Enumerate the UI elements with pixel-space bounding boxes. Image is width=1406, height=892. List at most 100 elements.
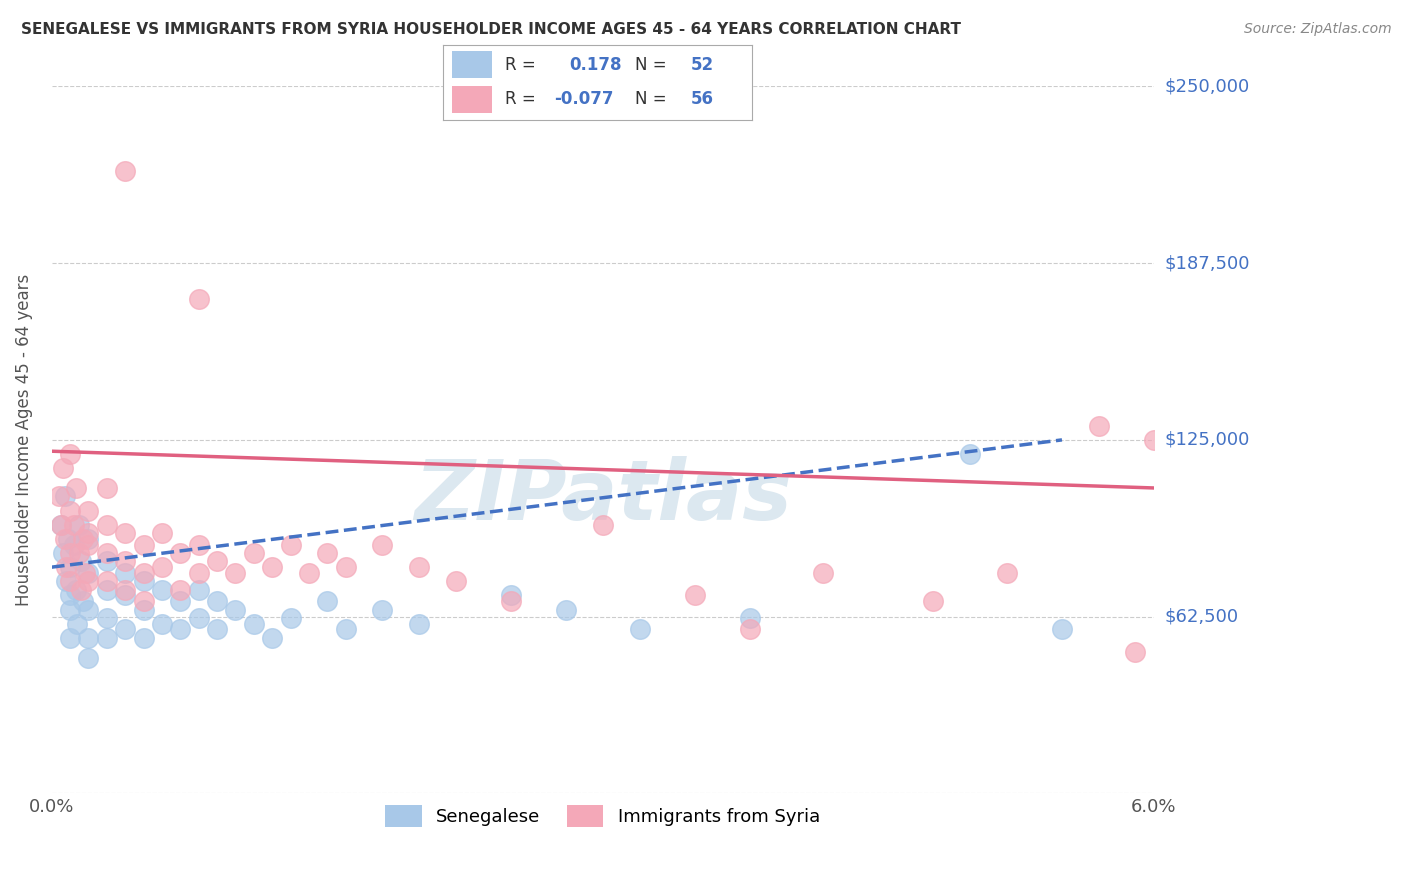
- Bar: [453, 52, 492, 78]
- Point: [187, 582, 209, 597]
- Point: [628, 623, 651, 637]
- Point: [132, 537, 155, 551]
- Point: [114, 582, 136, 597]
- Text: 52: 52: [690, 55, 713, 74]
- Point: [114, 566, 136, 580]
- Point: [187, 537, 209, 551]
- Point: [58, 532, 80, 546]
- Point: [114, 589, 136, 603]
- Point: [96, 611, 118, 625]
- Point: [59, 503, 82, 517]
- Point: [132, 566, 155, 580]
- Text: R =: R =: [505, 90, 541, 108]
- Point: [738, 623, 761, 637]
- Point: [262, 631, 284, 645]
- Point: [62, 537, 84, 551]
- Point: [205, 554, 228, 568]
- Point: [59, 447, 82, 461]
- Point: [114, 526, 136, 541]
- Point: [444, 574, 467, 589]
- Point: [77, 566, 100, 580]
- Point: [922, 594, 945, 608]
- Point: [66, 616, 89, 631]
- Legend: Senegalese, Immigrants from Syria: Senegalese, Immigrants from Syria: [378, 797, 827, 834]
- Point: [59, 602, 82, 616]
- Point: [169, 594, 191, 608]
- Point: [408, 560, 430, 574]
- Point: [77, 631, 100, 645]
- Point: [335, 560, 357, 574]
- Point: [77, 526, 100, 541]
- Point: [114, 164, 136, 178]
- Point: [132, 574, 155, 589]
- Point: [73, 566, 96, 580]
- Point: [96, 582, 118, 597]
- Point: [72, 594, 94, 608]
- Point: [262, 560, 284, 574]
- Text: SENEGALESE VS IMMIGRANTS FROM SYRIA HOUSEHOLDER INCOME AGES 45 - 64 YEARS CORREL: SENEGALESE VS IMMIGRANTS FROM SYRIA HOUS…: [21, 22, 962, 37]
- Point: [96, 574, 118, 589]
- Point: [224, 566, 246, 580]
- Point: [77, 503, 100, 517]
- Point: [114, 623, 136, 637]
- Point: [96, 554, 118, 568]
- Text: $62,500: $62,500: [1166, 607, 1239, 625]
- Point: [114, 554, 136, 568]
- Point: [52, 546, 75, 560]
- Point: [77, 602, 100, 616]
- Point: [683, 589, 706, 603]
- Text: Source: ZipAtlas.com: Source: ZipAtlas.com: [1244, 22, 1392, 37]
- Y-axis label: Householder Income Ages 45 - 64 years: Householder Income Ages 45 - 64 years: [15, 274, 32, 606]
- Point: [96, 631, 118, 645]
- Point: [59, 589, 82, 603]
- Text: N =: N =: [634, 90, 672, 108]
- Bar: [453, 87, 492, 112]
- Point: [811, 566, 834, 580]
- Point: [298, 566, 321, 580]
- Point: [53, 490, 76, 504]
- Point: [187, 611, 209, 625]
- Point: [77, 537, 100, 551]
- Point: [49, 517, 72, 532]
- Point: [53, 532, 76, 546]
- Point: [132, 602, 155, 616]
- Point: [65, 481, 87, 495]
- Point: [70, 554, 93, 568]
- Point: [77, 574, 100, 589]
- Point: [77, 532, 100, 546]
- Point: [72, 532, 94, 546]
- Point: [48, 490, 70, 504]
- Point: [592, 517, 614, 532]
- Point: [169, 546, 191, 560]
- Point: [96, 546, 118, 560]
- Point: [96, 481, 118, 495]
- Point: [1087, 418, 1109, 433]
- Text: 56: 56: [690, 90, 713, 108]
- Text: $125,000: $125,000: [1166, 431, 1250, 449]
- Point: [555, 602, 578, 616]
- Text: ZIPatlas: ZIPatlas: [413, 456, 792, 537]
- Point: [67, 546, 90, 560]
- Point: [316, 594, 339, 608]
- Point: [224, 602, 246, 616]
- Point: [150, 616, 173, 631]
- Point: [96, 517, 118, 532]
- Text: 0.178: 0.178: [569, 55, 623, 74]
- Point: [243, 546, 266, 560]
- Point: [55, 574, 77, 589]
- Point: [169, 582, 191, 597]
- Point: [49, 517, 72, 532]
- Text: -0.077: -0.077: [554, 90, 614, 108]
- Point: [499, 594, 522, 608]
- Point: [77, 650, 100, 665]
- Point: [1125, 645, 1147, 659]
- Point: [959, 447, 981, 461]
- Point: [65, 582, 87, 597]
- Point: [169, 623, 191, 637]
- Point: [243, 616, 266, 631]
- Point: [150, 560, 173, 574]
- Point: [59, 574, 82, 589]
- Text: N =: N =: [634, 55, 672, 74]
- Point: [187, 292, 209, 306]
- Point: [499, 589, 522, 603]
